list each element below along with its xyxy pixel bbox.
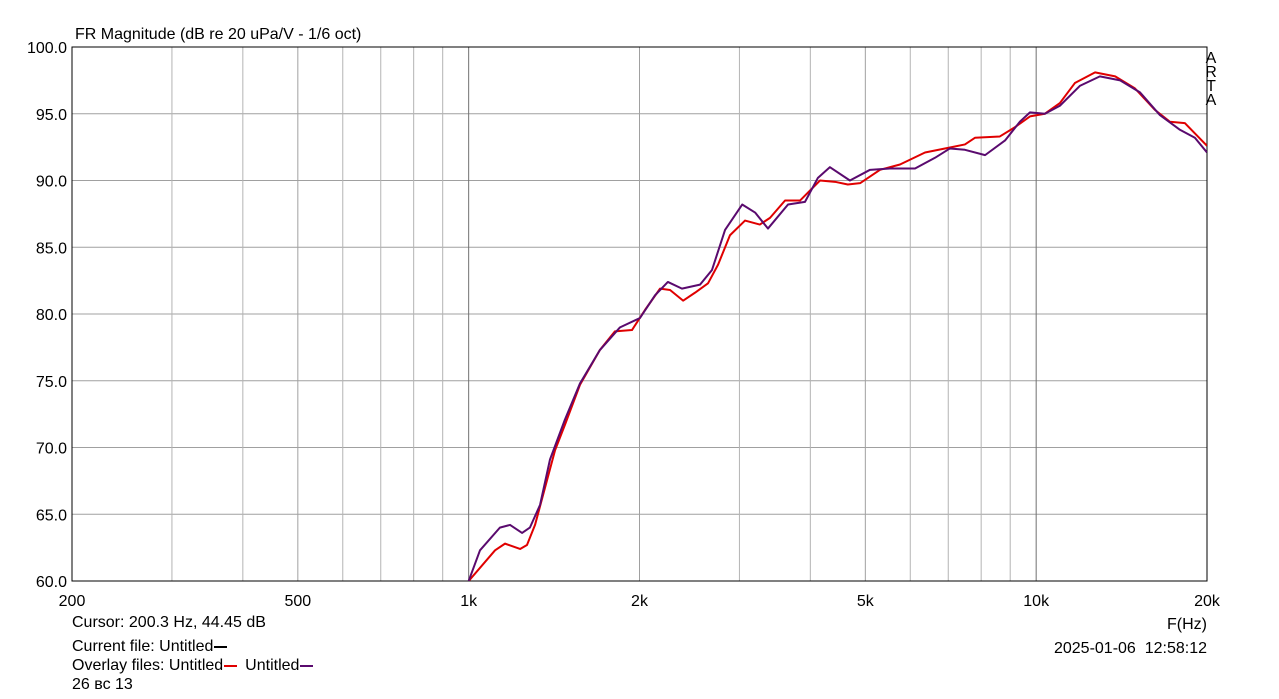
legend-swatch: [300, 665, 314, 667]
legend-label: Untitled: [245, 657, 300, 674]
y-tick-label: 80.0: [36, 307, 67, 324]
legend-label: Untitled: [168, 657, 224, 674]
x-tick-label: 20k: [1194, 593, 1221, 610]
chart-title: FR Magnitude (dB re 20 uPa/V - 1/6 oct): [75, 26, 361, 43]
x-tick-label: 200: [59, 593, 86, 610]
series-line: [467, 71, 1207, 581]
side-label: ARTA: [1203, 50, 1220, 106]
x-tick-label: 1k: [460, 593, 478, 610]
legend-swatch: [224, 665, 238, 667]
x-tick-label: 500: [284, 593, 311, 610]
timestamp: 2025-01-06 12:58:12: [1054, 640, 1207, 657]
x-tick-label: 10k: [1023, 593, 1050, 610]
y-tick-label: 85.0: [36, 240, 67, 257]
overlay-files: Overlay files: Untitled Untitled: [72, 657, 315, 675]
y-tick-label: 70.0: [36, 441, 67, 458]
note: 26 вс 13: [72, 676, 133, 693]
current-file: Current file: Untitled: [72, 638, 229, 656]
y-tick-label: 65.0: [36, 507, 67, 524]
y-tick-label: 95.0: [36, 107, 67, 124]
current-swatch: [214, 646, 228, 648]
series-line: [467, 75, 1207, 581]
grid: [71, 46, 1208, 582]
x-axis-label: F(Hz): [1167, 616, 1207, 633]
overlay-label: Overlay files:: [72, 657, 169, 674]
y-tick-label: 100.0: [27, 40, 67, 57]
plot-frame: [71, 46, 1208, 582]
current-name: Untitled: [159, 638, 214, 655]
x-tick-label: 2k: [631, 593, 649, 610]
current-label: Current file:: [72, 638, 160, 655]
y-tick-label: 75.0: [36, 374, 67, 391]
cursor-readout: Cursor: 200.3 Hz, 44.45 dB: [72, 614, 266, 631]
x-tick-label: 5k: [857, 593, 875, 610]
series-group: [467, 71, 1207, 581]
y-tick-label: 90.0: [36, 174, 67, 191]
y-tick-label: 60.0: [36, 574, 67, 591]
